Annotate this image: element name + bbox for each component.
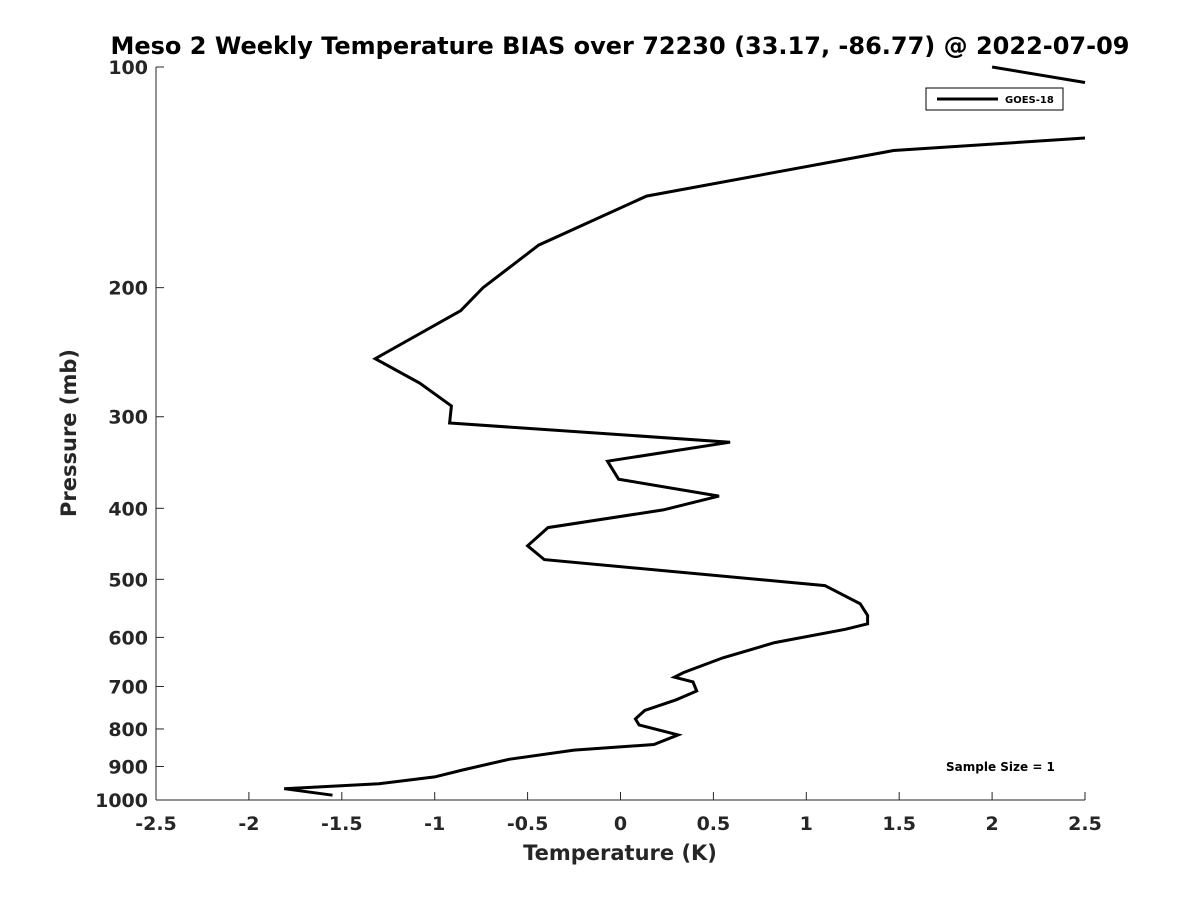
y-tick-label: 800 — [108, 719, 148, 741]
series-line-goes-18 — [991, 65, 1086, 84]
x-tick-label: 2.5 — [1068, 813, 1102, 835]
x-tick-label: -0.5 — [507, 813, 549, 835]
x-tick-label: -1.5 — [321, 813, 363, 835]
series-layer — [283, 65, 1086, 797]
y-tick-label: 300 — [108, 407, 148, 429]
y-tick-label: 200 — [108, 278, 148, 300]
y-tick-label: 1000 — [95, 790, 148, 812]
x-tick-label: -2.5 — [135, 813, 177, 835]
series-line-goes-18 — [283, 136, 1086, 797]
y-tick-label: 900 — [108, 756, 148, 778]
sample-size-annotation: Sample Size = 1 — [946, 760, 1055, 774]
x-axis: -2.5 -2 -1.5 -1 -0.5 0 0.5 1 1.5 2 2.5 — [135, 792, 1102, 835]
y-tick-label: 600 — [108, 627, 148, 649]
y-tick-label: 500 — [108, 569, 148, 591]
y-tick-label: 100 — [108, 57, 148, 79]
x-axis-label: Temperature (K) — [523, 841, 717, 865]
y-axis-label: Pressure (mb) — [57, 349, 81, 517]
x-tick-label: 1 — [800, 813, 813, 835]
x-tick-label: -1 — [424, 813, 445, 835]
legend-label-goes-18: GOES-18 — [1005, 95, 1054, 106]
y-tick-label: 400 — [108, 498, 148, 520]
x-tick-label: 0 — [614, 813, 627, 835]
y-tick-label: 700 — [108, 676, 148, 698]
x-tick-label: 1.5 — [882, 813, 916, 835]
x-tick-label: 0.5 — [697, 813, 731, 835]
x-tick-label: 2 — [985, 813, 998, 835]
x-tick-label: -2 — [238, 813, 259, 835]
chart-title: Meso 2 Weekly Temperature BIAS over 7223… — [110, 32, 1129, 60]
y-axis: 100 200 300 400 500 600 700 800 900 1000 — [95, 57, 164, 812]
legend: GOES-18 — [925, 87, 1064, 111]
